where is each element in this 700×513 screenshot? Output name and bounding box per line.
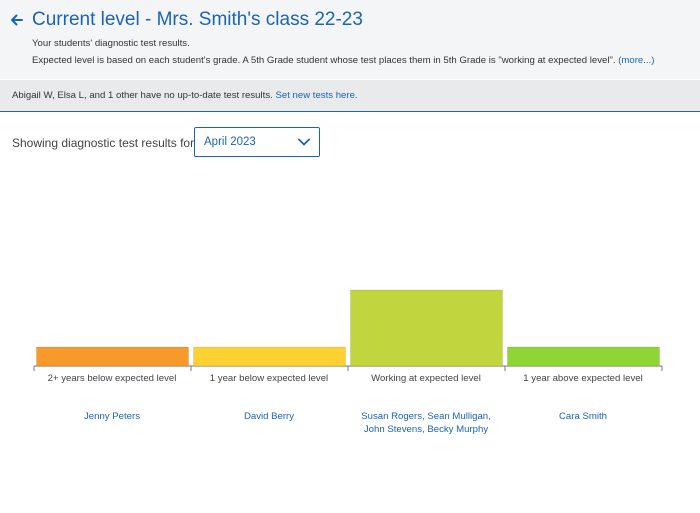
page-description: Expected level is based on each student'… xyxy=(32,55,654,66)
student-names[interactable]: Jenny Peters xyxy=(84,411,140,422)
bar-3[interactable] xyxy=(507,346,660,367)
level-bar-chart xyxy=(33,289,663,371)
category-label: Working at expected level xyxy=(371,373,481,384)
student-names[interactable]: Cara Smith xyxy=(559,411,607,422)
arrow-left-icon[interactable] xyxy=(10,9,28,31)
category-label: 1 year below expected level xyxy=(209,373,329,384)
page-subtitle: Your students' diagnostic test results. xyxy=(32,38,190,49)
category-label: 2+ years below expected level xyxy=(47,373,177,384)
bar-2[interactable] xyxy=(350,289,503,367)
bar-0[interactable] xyxy=(36,346,189,367)
set-new-tests-link[interactable]: Set new tests here. xyxy=(275,90,358,101)
description-text: Expected level is based on each student'… xyxy=(32,55,616,66)
page-title: Current level - Mrs. Smith's class 22-23 xyxy=(32,9,363,30)
notice-text: Abigail W, Elsa L, and 1 other have no u… xyxy=(12,90,273,101)
bar-1[interactable] xyxy=(193,346,346,367)
page-header: Current level - Mrs. Smith's class 22-23… xyxy=(0,0,700,79)
more-link[interactable]: (more...) xyxy=(618,55,655,66)
notice-banner: Abigail W, Elsa L, and 1 other have no u… xyxy=(0,80,700,112)
divider xyxy=(0,79,700,80)
category-label: 1 year above expected level xyxy=(523,373,643,384)
chevron-down-icon xyxy=(298,138,310,146)
date-select-value: April 2023 xyxy=(204,136,256,148)
date-select[interactable]: April 2023 xyxy=(194,127,320,157)
student-names[interactable]: Susan Rogers, Sean Mulligan, John Stevens… xyxy=(361,411,491,435)
notice-message: Abigail W, Elsa L, and 1 other have no u… xyxy=(12,90,358,101)
filter-label: Showing diagnostic test results for xyxy=(12,136,195,150)
student-names[interactable]: David Berry xyxy=(243,411,295,422)
